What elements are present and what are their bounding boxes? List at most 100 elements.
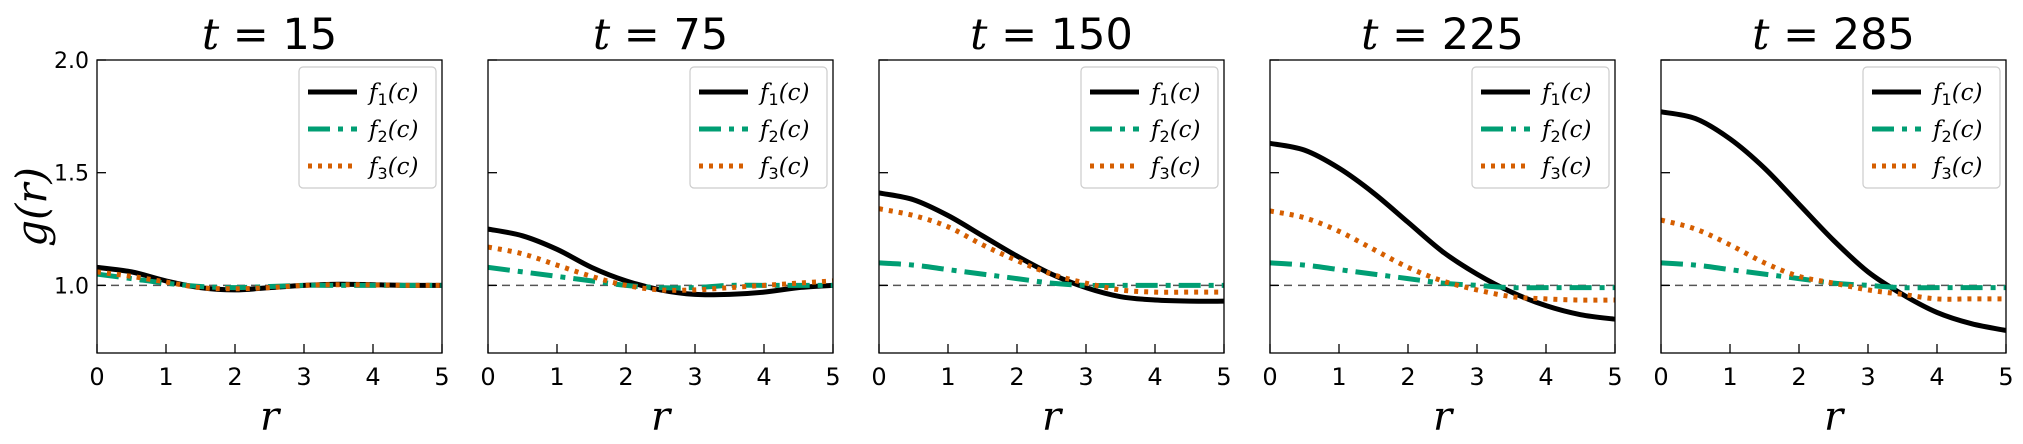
- y-tick-label: 1.0: [54, 274, 89, 299]
- x-tick-label: 2: [227, 363, 242, 391]
- legend-arg: (c): [1170, 80, 1201, 106]
- legend-sub: 2: [378, 127, 388, 146]
- legend-fn: f: [1931, 80, 1945, 106]
- legend-fn: f: [1931, 154, 1945, 180]
- title-variable: t: [593, 10, 611, 60]
- legend-label-f3: f3(c): [758, 154, 810, 183]
- legend-box: [298, 66, 437, 189]
- axes-frame: [487, 59, 834, 354]
- legend-fn: f: [367, 154, 381, 180]
- x-tick-label: 4: [1147, 363, 1162, 391]
- x-tick-label: 4: [756, 363, 771, 391]
- legend: f1(c)f2(c)f3(c): [689, 66, 828, 189]
- legend-box: [689, 66, 828, 189]
- x-tick-label: 3: [1078, 363, 1093, 391]
- legend-fn: f: [1149, 154, 1163, 180]
- legend-fn: f: [1540, 80, 1554, 106]
- legend-fn: f: [1931, 117, 1945, 143]
- legend-arg: (c): [388, 154, 419, 180]
- legend-arg: (c): [1561, 154, 1592, 180]
- x-axis-label: r: [651, 394, 673, 439]
- x-axis-label: r: [1824, 394, 1846, 439]
- y-tick-label: 2.0: [54, 49, 89, 74]
- title-variable: t: [202, 10, 220, 60]
- legend-fn: f: [1540, 117, 1554, 143]
- series-line-f2: [1661, 260, 2006, 291]
- legend-label-f3: f3(c): [1540, 154, 1592, 183]
- x-tick-label: 5: [1998, 363, 2013, 391]
- legend-sub: 3: [1942, 164, 1952, 183]
- legend-label-f1: f1(c): [1540, 80, 1592, 109]
- series-line-f2: [879, 260, 1224, 289]
- panel-title: t = 15: [202, 10, 337, 60]
- legend-label-f3: f3(c): [1149, 154, 1201, 183]
- title-value: 285: [1833, 10, 1915, 60]
- legend-label-f2: f2(c): [758, 117, 810, 146]
- series-line-f1: [1270, 140, 1615, 322]
- legend-arg: (c): [1170, 154, 1201, 180]
- legend-sub: 1: [1160, 90, 1170, 109]
- legend: f1(c)f2(c)f3(c): [1471, 66, 1610, 189]
- legend-sub: 3: [769, 164, 779, 183]
- legend-arg: (c): [1952, 80, 1983, 106]
- x-tick-label: 3: [1469, 363, 1484, 391]
- panel-title: t = 225: [1361, 10, 1524, 60]
- legend-arg: (c): [1170, 117, 1201, 143]
- legend-arg: (c): [1561, 80, 1592, 106]
- x-tick-label: 0: [480, 363, 495, 391]
- legend-fn: f: [758, 154, 772, 180]
- legend-arg: (c): [779, 80, 810, 106]
- legend-sub: 3: [378, 164, 388, 183]
- x-tick-label: 1: [1722, 363, 1737, 391]
- y-tick-label: 1.5: [54, 162, 89, 187]
- legend-label-f1: f1(c): [758, 80, 810, 109]
- title-equals: =: [219, 10, 282, 60]
- x-tick-label: 2: [1791, 363, 1806, 391]
- legend-arg: (c): [1561, 117, 1592, 143]
- panel-title: t = 75: [593, 10, 728, 60]
- x-tick-label: 3: [296, 363, 311, 391]
- legend-label-f3: f3(c): [1931, 154, 1983, 183]
- x-axis-label: r: [1433, 394, 1455, 439]
- legend-fn: f: [1540, 154, 1554, 180]
- title-value: 15: [282, 10, 337, 60]
- legend-sub: 3: [1160, 164, 1170, 183]
- legend-label-f2: f2(c): [367, 117, 419, 146]
- series-line-f3: [488, 244, 833, 293]
- series-group: [1661, 109, 2006, 333]
- x-axis-label: r: [1042, 394, 1064, 439]
- legend-label-f1: f1(c): [367, 80, 419, 109]
- title-equals: =: [610, 10, 673, 60]
- x-tick-label: 1: [940, 363, 955, 391]
- legend-box: [1862, 66, 2001, 189]
- legend-fn: f: [1149, 80, 1163, 106]
- title-equals: =: [987, 10, 1050, 60]
- legend-label-f3: f3(c): [367, 154, 419, 183]
- legend-label-f1: f1(c): [1149, 80, 1201, 109]
- legend-label-f1: f1(c): [1931, 80, 1983, 109]
- series-group: [879, 190, 1224, 304]
- series-line-f3: [97, 269, 442, 292]
- series-line-f3: [1661, 217, 2006, 302]
- legend-arg: (c): [779, 117, 810, 143]
- title-value: 225: [1442, 10, 1524, 60]
- panel-title: t = 150: [970, 10, 1133, 60]
- x-tick-label: 1: [549, 363, 564, 391]
- legend-fn: f: [367, 117, 381, 143]
- legend-sub: 1: [1551, 90, 1561, 109]
- legend-sub: 2: [1551, 127, 1561, 146]
- series-line-f2: [1270, 260, 1615, 291]
- title-equals: =: [1769, 10, 1832, 60]
- legend-fn: f: [1149, 117, 1163, 143]
- legend-arg: (c): [1952, 154, 1983, 180]
- legend: f1(c)f2(c)f3(c): [1862, 66, 2001, 189]
- x-tick-label: 5: [434, 363, 449, 391]
- series-line-f1: [879, 190, 1224, 304]
- legend-label-f2: f2(c): [1149, 117, 1201, 146]
- legend: f1(c)f2(c)f3(c): [1080, 66, 1219, 189]
- legend-arg: (c): [388, 80, 419, 106]
